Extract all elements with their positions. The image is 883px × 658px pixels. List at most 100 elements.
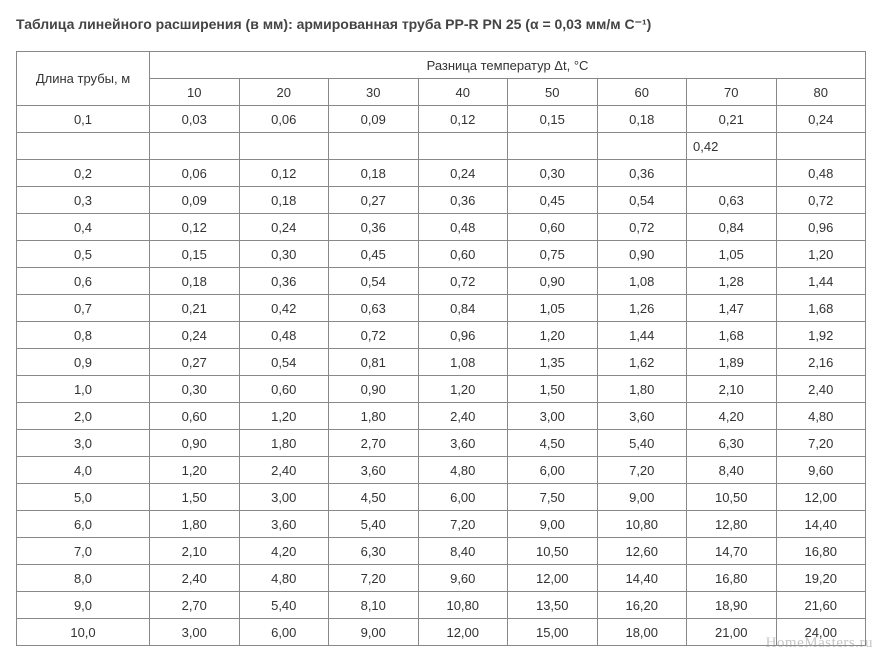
table-row: 0,30,090,180,270,360,450,540,630,72	[17, 187, 866, 214]
table-cell: 1,20	[418, 376, 508, 403]
table-row-anomaly: 0,42	[17, 133, 866, 160]
row-label: 4,0	[17, 457, 150, 484]
table-cell: 0,24	[418, 160, 508, 187]
table-cell: 6,30	[329, 538, 419, 565]
table-cell: 24,00	[776, 619, 866, 646]
row-header-label: Длина трубы, м	[17, 52, 150, 106]
table-cell: 0,18	[150, 268, 240, 295]
table-cell: 0,06	[239, 106, 329, 133]
row-label: 2,0	[17, 403, 150, 430]
table-cell: 0,09	[329, 106, 419, 133]
table-cell: 7,50	[508, 484, 598, 511]
table-cell: 1,80	[597, 376, 687, 403]
table-cell: 0,96	[776, 214, 866, 241]
table-cell: 0,42	[239, 295, 329, 322]
table-cell: 1,80	[239, 430, 329, 457]
column-header: 10	[150, 79, 240, 106]
table-cell: 0,12	[239, 160, 329, 187]
table-cell: 0,60	[150, 403, 240, 430]
column-header: 80	[776, 79, 866, 106]
table-cell: 2,40	[150, 565, 240, 592]
table-cell: 21,00	[687, 619, 777, 646]
table-cell: 0,45	[329, 241, 419, 268]
row-label: 0,7	[17, 295, 150, 322]
table-cell: 18,90	[687, 592, 777, 619]
table-cell: 3,60	[597, 403, 687, 430]
table-cell: 10,50	[687, 484, 777, 511]
row-label: 0,8	[17, 322, 150, 349]
table-cell: 4,50	[329, 484, 419, 511]
table-cell: 6,00	[508, 457, 598, 484]
table-cell: 7,20	[329, 565, 419, 592]
table-cell: 4,20	[239, 538, 329, 565]
table-cell: 1,08	[597, 268, 687, 295]
table-cell: 1,47	[687, 295, 777, 322]
table-cell: 1,08	[418, 349, 508, 376]
table-cell: 0,15	[150, 241, 240, 268]
table-cell: 2,40	[418, 403, 508, 430]
table-cell: 14,70	[687, 538, 777, 565]
table-row: 0,20,060,120,180,240,300,360,48	[17, 160, 866, 187]
table-cell: 1,20	[508, 322, 598, 349]
table-cell: 0,36	[239, 268, 329, 295]
table-cell: 2,70	[150, 592, 240, 619]
table-cell: 16,80	[687, 565, 777, 592]
row-label: 6,0	[17, 511, 150, 538]
table-cell: 1,50	[508, 376, 598, 403]
row-label: 0,6	[17, 268, 150, 295]
table-cell: 2,40	[776, 376, 866, 403]
table-cell: 0,09	[150, 187, 240, 214]
table-cell: 0,72	[418, 268, 508, 295]
table-cell: 2,10	[687, 376, 777, 403]
table-cell: 5,40	[329, 511, 419, 538]
row-label: 8,0	[17, 565, 150, 592]
table-cell: 1,80	[329, 403, 419, 430]
table-cell: 0,72	[329, 322, 419, 349]
table-cell: 0,81	[329, 349, 419, 376]
table-cell: 4,20	[687, 403, 777, 430]
row-label: 1,0	[17, 376, 150, 403]
table-cell: 3,60	[239, 511, 329, 538]
table-cell: 14,40	[776, 511, 866, 538]
table-cell: 0,24	[776, 106, 866, 133]
table-cell: 1,05	[508, 295, 598, 322]
table-cell	[597, 133, 687, 160]
table-cell	[17, 133, 150, 160]
table-cell	[150, 133, 240, 160]
table-cell	[329, 133, 419, 160]
table-cell: 0,30	[150, 376, 240, 403]
table-cell: 14,40	[597, 565, 687, 592]
row-label: 0,3	[17, 187, 150, 214]
table-cell: 1,80	[150, 511, 240, 538]
table-cell: 0,18	[239, 187, 329, 214]
table-cell: 0,90	[508, 268, 598, 295]
table-cell: 1,62	[597, 349, 687, 376]
table-cell: 4,50	[508, 430, 598, 457]
table-cell: 0,60	[239, 376, 329, 403]
table-cell: 0,90	[150, 430, 240, 457]
table-cell	[776, 133, 866, 160]
table-cell: 10,80	[597, 511, 687, 538]
table-row: 1,00,300,600,901,201,501,802,102,40	[17, 376, 866, 403]
table-cell: 0,15	[508, 106, 598, 133]
table-cell: 15,00	[508, 619, 598, 646]
expansion-table: Длина трубы, м Разница температур Δt, °С…	[16, 51, 866, 646]
table-cell: 0,27	[150, 349, 240, 376]
table-row: 7,02,104,206,308,4010,5012,6014,7016,80	[17, 538, 866, 565]
table-cell	[418, 133, 508, 160]
table-row: 0,40,120,240,360,480,600,720,840,96	[17, 214, 866, 241]
table-row: 9,02,705,408,1010,8013,5016,2018,9021,60	[17, 592, 866, 619]
table-cell: 4,80	[418, 457, 508, 484]
table-cell: 1,28	[687, 268, 777, 295]
table-cell: 0,72	[597, 214, 687, 241]
table-cell: 0,27	[329, 187, 419, 214]
table-cell: 16,20	[597, 592, 687, 619]
table-cell: 8,10	[329, 592, 419, 619]
table-cell: 7,20	[776, 430, 866, 457]
table-cell: 1,44	[776, 268, 866, 295]
table-cell: 19,20	[776, 565, 866, 592]
table-cell: 9,60	[418, 565, 508, 592]
table-cell: 1,50	[150, 484, 240, 511]
table-cell: 8,40	[687, 457, 777, 484]
table-cell: 6,30	[687, 430, 777, 457]
